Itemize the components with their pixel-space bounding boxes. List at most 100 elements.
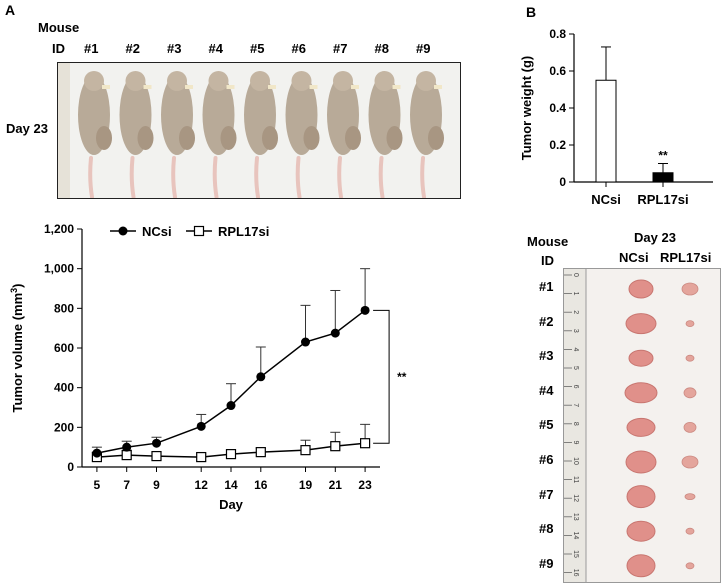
mouse-id-3: #3: [167, 41, 182, 56]
data-point: [330, 328, 340, 338]
ruler-tick-label: 6: [572, 385, 579, 389]
y-tick-label: 400: [54, 381, 74, 395]
bar-NCsi: [595, 79, 617, 183]
x-tick-label: 5: [94, 478, 101, 492]
ruler-tick-label: 16: [572, 569, 579, 577]
bar-RPL17si: [652, 172, 674, 183]
tumor-rpl17si-1: [681, 282, 699, 296]
tumor-photo: 0 1 2 3 4 5 6 7 8 9 10 11 12 13 14 15 16: [563, 268, 721, 583]
bar-y-tick-label: 0.6: [549, 64, 566, 78]
tumor-rpl17si-4: [683, 387, 697, 399]
mouse-body-7: [327, 71, 361, 198]
ruler-tick-label: 7: [572, 403, 579, 407]
tumor-ncsi-2: [625, 313, 657, 335]
mice-photo: [57, 62, 461, 199]
significance-bracket: [373, 309, 390, 444]
bar-x-tick-label: RPL17si: [637, 192, 688, 207]
panel-a-label: A: [5, 2, 16, 18]
ruler-tick-label: 4: [572, 347, 579, 351]
tumor-ncsi-9: [626, 554, 656, 578]
tumor-rpl17si-6: [681, 455, 699, 469]
col-rpl17si-header: RPL17si: [660, 250, 712, 265]
data-point: [225, 449, 237, 460]
x-tick-label: 14: [224, 478, 238, 492]
panel-b-label: B: [526, 4, 537, 20]
x-tick-label: 9: [153, 478, 160, 492]
tumor-ncsi-5: [626, 417, 656, 437]
tumor-rpl17si-7: [684, 493, 696, 501]
photo-ruler: [58, 63, 70, 198]
tumor-ncsi-7: [626, 485, 656, 509]
data-point: [360, 438, 371, 449]
data-point: [121, 450, 132, 461]
series-RPL17si: [91, 423, 371, 463]
x-tick-label: 12: [195, 478, 209, 492]
data-point: [151, 450, 162, 462]
legend-label-rpl17si: RPL17si: [218, 224, 269, 239]
tumor-rpl17si-5: [683, 421, 697, 433]
row-id-8: #8: [539, 521, 554, 537]
y-axis-title: Tumor volume (mm3): [9, 283, 25, 412]
series-NCsi: [91, 268, 371, 458]
mouse-id-4: #4: [208, 41, 223, 56]
ruler-tick-label: 0: [572, 273, 579, 277]
tumor-rpl17si-2: [685, 320, 695, 327]
ruler-tick-label: 1: [572, 292, 579, 296]
mouse-body-6: [285, 71, 320, 198]
ruler-tick-label: 2: [572, 310, 579, 314]
bar-x-tick-label: NCsi: [591, 192, 621, 207]
data-point: [256, 372, 266, 382]
legend: NCsi RPL17si: [110, 224, 269, 239]
row-id-6: #6: [539, 452, 554, 467]
mouse-id-9: #9: [416, 41, 431, 56]
mouse-id-1: #1: [84, 41, 99, 56]
mouse-id-5: #5: [250, 41, 265, 56]
tumor-ncsi-8: [626, 520, 656, 542]
mouse-id-2: #2: [125, 41, 140, 56]
row-id-9: #9: [539, 555, 554, 571]
mouse-body-4: [202, 71, 237, 198]
ruler-tick-label: 12: [572, 494, 579, 502]
mouse-header-line2: ID: [52, 41, 65, 56]
ruler-tick-label: 10: [572, 457, 579, 465]
legend-marker-rpl17si: [193, 225, 205, 237]
bar-y-axis-title: Tumor weight (g): [519, 56, 534, 160]
col-ncsi-header: NCsi: [619, 250, 649, 265]
x-tick-label: 7: [123, 478, 130, 492]
bar-y-tick-label: 0.8: [549, 27, 566, 41]
y-tick-label: 1,200: [44, 222, 74, 236]
row-id-5: #5: [539, 417, 554, 433]
tumor-ncsi-1: [628, 279, 654, 299]
y-tick-label: 800: [54, 301, 74, 315]
legend-marker-ncsi: [118, 226, 128, 236]
series-line: [96, 309, 366, 454]
significance-label: **: [397, 370, 407, 384]
y-tick-label: 600: [54, 341, 74, 355]
mouse-body-8: [368, 71, 403, 198]
ruler-tick-label: 15: [572, 550, 579, 558]
tumor-ruler: [564, 269, 586, 582]
row-id-4: #4: [539, 382, 554, 398]
bar-significance-label: **: [658, 149, 668, 163]
data-point: [196, 451, 207, 463]
data-point: [152, 438, 161, 448]
tumor-ncsi-6: [625, 450, 657, 474]
data-point: [226, 401, 236, 411]
ruler-tick-label: 5: [572, 366, 579, 370]
data-point: [330, 441, 341, 452]
row-id-7: #7: [539, 486, 554, 502]
tumor-rpl17si-3: [685, 354, 695, 362]
mice-photo-drawing: [58, 63, 444, 198]
tumor-ncsi-3: [628, 349, 654, 367]
row-id-2: #2: [539, 313, 554, 329]
data-point: [122, 442, 132, 452]
data-point: [300, 445, 311, 456]
ruler-tick-label: 8: [572, 422, 579, 426]
tumor-volume-line-chart: 0 200 400 600 800 1,000 1,200 5 7 9 12 14 16 19 21 23 Da…: [9, 222, 407, 512]
row-id-1: #1: [539, 279, 554, 294]
x-axis-title: Day: [219, 497, 244, 512]
mouse-body-2: [119, 71, 154, 198]
bar-y-tick-label: 0.2: [549, 138, 566, 152]
y-tick-label: 200: [54, 420, 74, 434]
